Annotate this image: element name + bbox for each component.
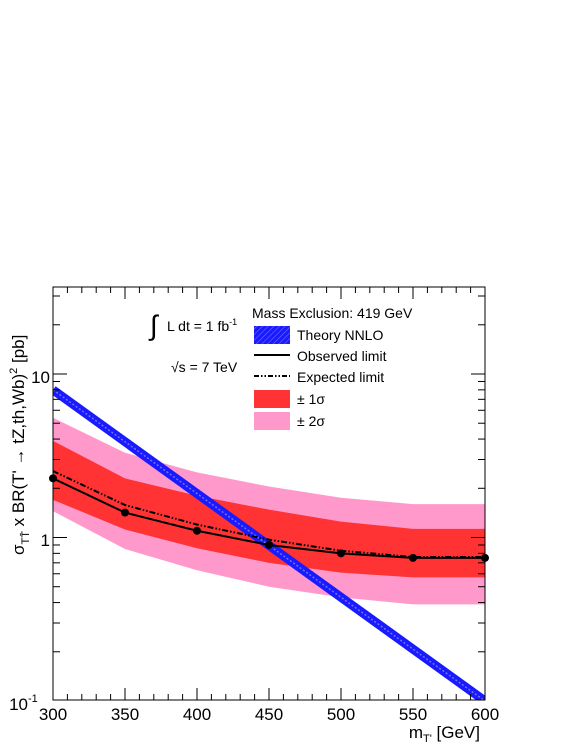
legend: Theory NNLO Observed limit Expected limi… — [254, 326, 387, 430]
legend-swatch-theory — [254, 326, 290, 344]
axis-ticks — [52, 287, 486, 700]
observed-point — [193, 526, 201, 535]
energy-label: √s = 7 TeV — [171, 359, 238, 375]
y-tick-label-0.1: 10 — [9, 695, 28, 714]
legend-swatch-band1 — [254, 390, 290, 408]
luminosity-label: L dt = 1 fb-1 — [167, 317, 237, 334]
mass-exclusion-label: Mass Exclusion: 419 GeV — [252, 305, 413, 321]
legend-swatch-band2 — [254, 412, 290, 430]
x-axis-label: mT' [GeV] — [409, 723, 480, 745]
theory-nnlo-hatch — [53, 389, 485, 700]
y-tick-labels: 10 1 10 -1 — [9, 368, 50, 714]
y-tick-label-1: 1 — [41, 531, 50, 550]
x-tick-label: 450 — [255, 705, 283, 724]
observed-point — [265, 540, 273, 549]
x-tick-label: 500 — [327, 705, 355, 724]
observed-point — [121, 508, 129, 517]
y-tick-label-10: 10 — [31, 368, 50, 387]
x-tick-label: 600 — [471, 705, 499, 724]
legend-label-observed: Observed limit — [297, 348, 387, 364]
observed-point — [409, 553, 417, 562]
y-tick-label-0.1-exponent: -1 — [28, 693, 38, 705]
luminosity-integral-sign: ∫ — [148, 310, 160, 341]
x-tick-label: 350 — [111, 705, 139, 724]
y-axis-label: σTT̄ x BR(T' → tZ,th,Wb)2 [pb] — [8, 335, 32, 555]
band-1sigma — [53, 440, 485, 578]
x-tick-label: 400 — [183, 705, 211, 724]
x-tick-labels: 300 350 400 450 500 550 600 — [39, 705, 499, 724]
observed-point — [337, 549, 345, 558]
legend-label-band2: ± 2σ — [297, 413, 325, 429]
legend-label-theory: Theory NNLO — [297, 327, 383, 343]
legend-label-expected: Expected limit — [297, 369, 384, 385]
legend-label-band1: ± 1σ — [297, 391, 325, 407]
x-tick-label: 550 — [399, 705, 427, 724]
uncertainty-bands — [53, 417, 485, 605]
x-tick-label: 300 — [39, 705, 67, 724]
